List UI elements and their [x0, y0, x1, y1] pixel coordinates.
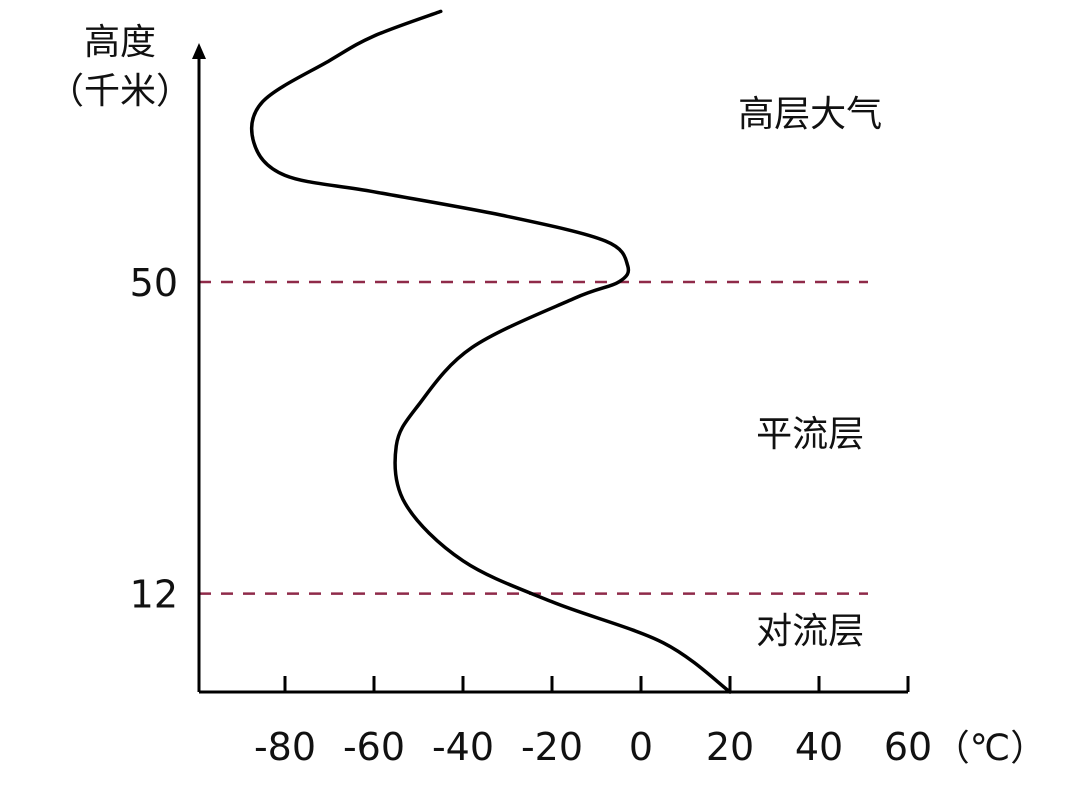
x-tick-label--80: -80 — [254, 725, 316, 769]
layer-label-1: 平流层 — [756, 414, 864, 455]
y-axis-label-line2: （千米） — [48, 71, 192, 112]
x-axis-tick-marks — [283, 676, 910, 692]
x-axis-tick-labels: -80 -60 -40 -20 0 20 40 60 — [254, 725, 932, 769]
y-axis-arrowhead — [192, 43, 206, 59]
y-axis-tick-labels: 12 50 — [130, 261, 178, 617]
x-tick-label--20: -20 — [521, 725, 583, 769]
x-axis-unit-label: （℃） — [934, 728, 1046, 769]
temperature-profile-line — [249, 9, 732, 694]
layer-label-2: 高层大气 — [738, 94, 882, 135]
layer-label-0: 对流层 — [756, 611, 864, 652]
atmosphere-layer-labels: 对流层 平流层 高层大气 — [738, 94, 882, 652]
x-tick-label-60: 60 — [884, 725, 932, 769]
y-axis-label-line1: 高度 — [84, 22, 156, 63]
x-tick-label-0: 0 — [629, 725, 653, 769]
x-tick-label-20: 20 — [706, 725, 754, 769]
x-tick-label--60: -60 — [343, 725, 405, 769]
x-tick-label-40: 40 — [795, 725, 843, 769]
x-tick-label--40: -40 — [432, 725, 494, 769]
y-tick-label-50: 50 — [130, 261, 178, 305]
y-tick-label-12: 12 — [130, 573, 178, 617]
